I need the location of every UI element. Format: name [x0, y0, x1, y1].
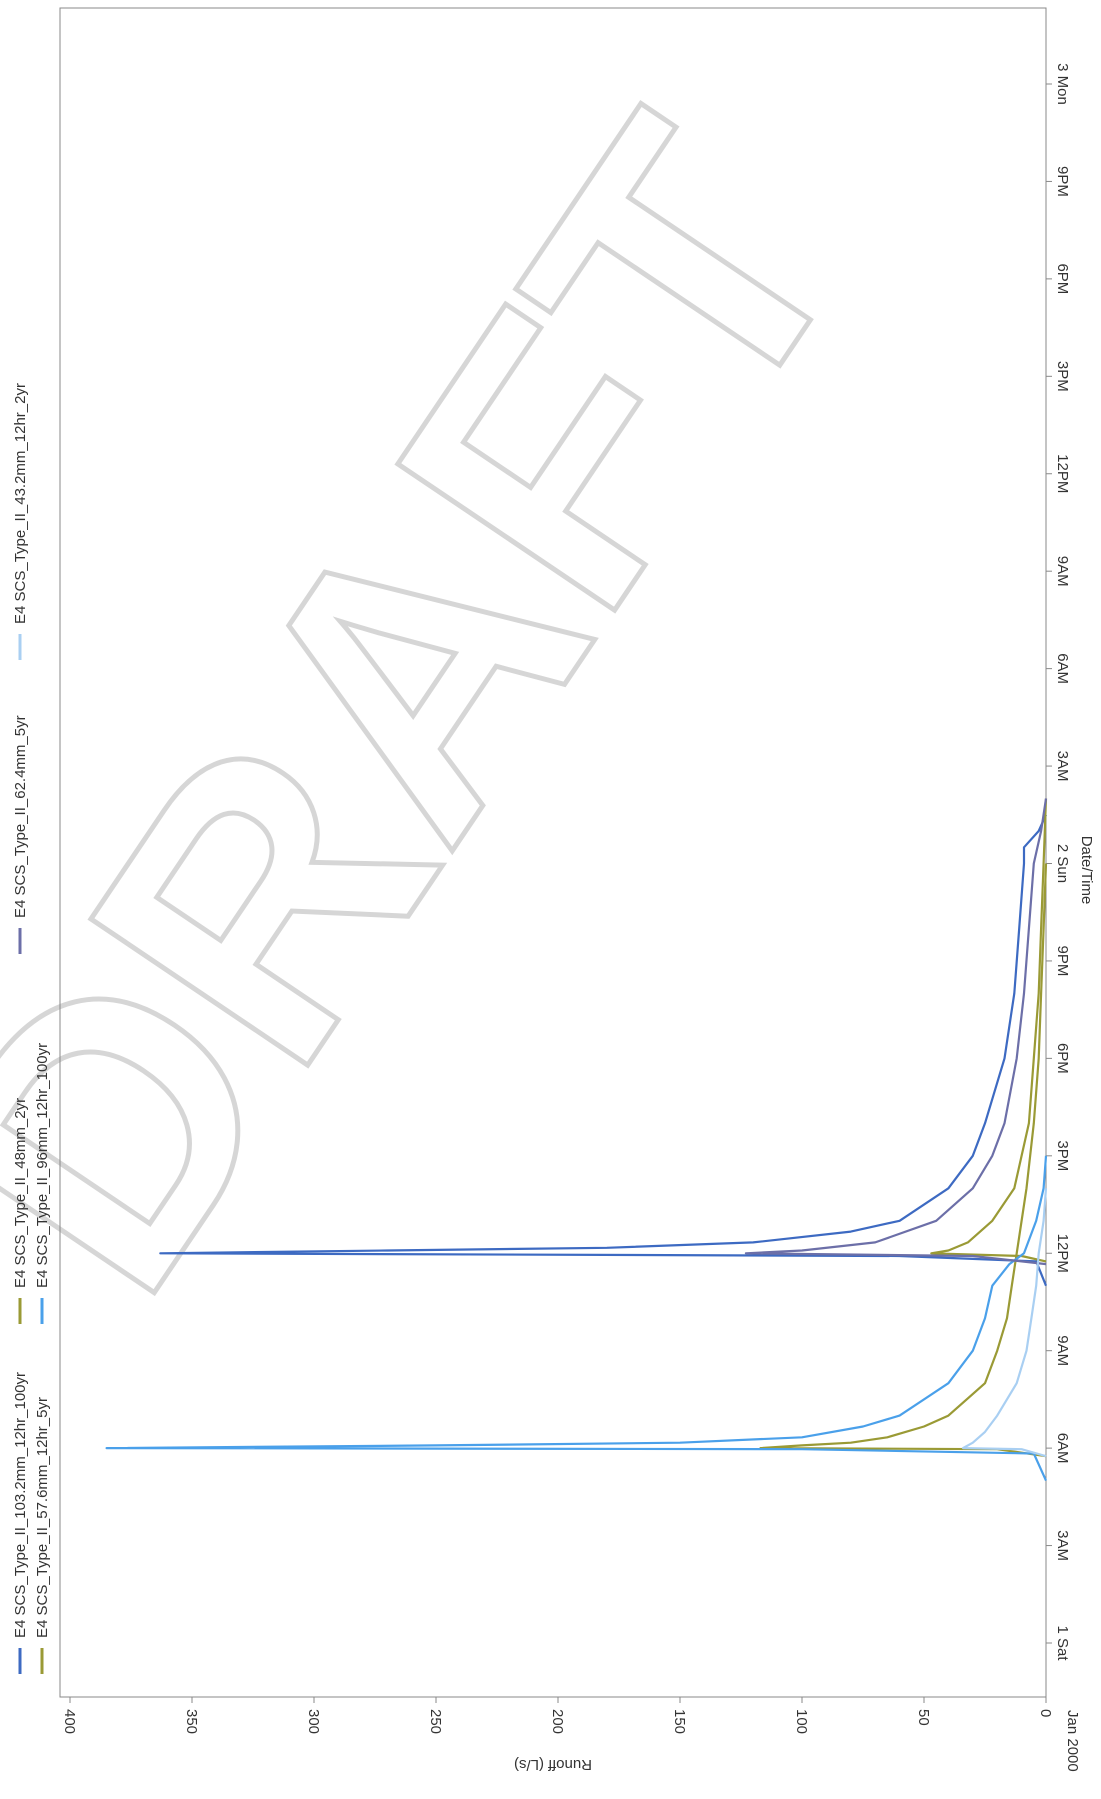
time-tick-label-group: 9AM: [1054, 1335, 1071, 1366]
runoff-tick-label: 250: [427, 1709, 444, 1734]
runoff-tick-label-group: 300: [305, 1709, 322, 1734]
time-tick-label-group: 12PM: [1054, 454, 1071, 493]
time-tick-label: 12PM: [1054, 454, 1071, 493]
time-tick-label-group: 3PM: [1054, 1140, 1071, 1171]
runoff-tick-label: 50: [915, 1709, 932, 1726]
legend-item: E4 SCS_Type_II_96mm_12hr_100yr: [34, 1043, 51, 1324]
time-tick-label-group: 1 Sat: [1054, 1625, 1071, 1661]
runoff-tick-label-group: 0: [1037, 1709, 1054, 1717]
x-axis-title: Date/Time: [1078, 836, 1095, 905]
time-tick-label: 12PM: [1054, 1234, 1071, 1273]
runoff-tick-label: 0: [1037, 1709, 1054, 1717]
time-tick-label-group: 12PM: [1054, 1234, 1071, 1273]
time-tick-label: 6PM: [1054, 263, 1071, 294]
time-tick-label: 3AM: [1054, 1530, 1071, 1561]
legend-label: E4 SCS_Type_II_43.2mm_12hr_2yr: [12, 383, 29, 624]
time-tick-label: 3PM: [1054, 361, 1071, 392]
time-tick-label-group: 6AM: [1054, 653, 1071, 684]
time-tick-label: 9PM: [1054, 166, 1071, 197]
legend-label: E4 SCS_Type_II_48mm_2yr: [12, 1098, 29, 1288]
legend-item: E4 SCS_Type_II_57.6mm_12hr_5yr: [34, 1397, 51, 1674]
time-tick-label-group: 3 Mon: [1054, 63, 1071, 105]
date-corner-label: Jan 2000: [1064, 1710, 1081, 1772]
time-tick-label-group: 6PM: [1054, 1043, 1071, 1074]
runoff-tick-label-group: 200: [549, 1709, 566, 1734]
time-tick-label: 6PM: [1054, 1043, 1071, 1074]
legend-label: E4 SCS_Type_II_103.2mm_12hr_100yr: [12, 1372, 29, 1638]
legend-label: E4 SCS_Type_II_57.6mm_12hr_5yr: [34, 1397, 51, 1638]
time-tick-label-group: 9PM: [1054, 946, 1071, 977]
legend-item: E4 SCS_Type_II_43.2mm_12hr_2yr: [12, 383, 29, 660]
runoff-tick-label-group: 400: [61, 1709, 78, 1734]
time-tick-label: 6AM: [1054, 653, 1071, 684]
runoff-tick-label: 350: [183, 1709, 200, 1734]
runoff-tick-label: 100: [793, 1709, 810, 1734]
runoff-tick-label: 400: [61, 1709, 78, 1734]
time-tick-label: 9AM: [1054, 1335, 1071, 1366]
time-tick-label: 3PM: [1054, 1140, 1071, 1171]
runoff-tick-label: 150: [671, 1709, 688, 1734]
time-tick-label-group: 3AM: [1054, 751, 1071, 782]
runoff-tick-label-group: 150: [671, 1709, 688, 1734]
runoff-tick-label-group: 100: [793, 1709, 810, 1734]
runoff-tick-label-group: 350: [183, 1709, 200, 1734]
legend-label: E4 SCS_Type_II_96mm_12hr_100yr: [34, 1043, 51, 1288]
time-tick-label-group: 6PM: [1054, 263, 1071, 294]
time-tick-label-group: 6AM: [1054, 1433, 1071, 1464]
time-tick-label-group: 9PM: [1054, 166, 1071, 197]
time-tick-label: 3 Mon: [1054, 63, 1071, 105]
runoff-tick-label: 300: [305, 1709, 322, 1734]
y-axis-title: Runoff (L/s): [514, 1756, 592, 1773]
time-tick-label-group: 3PM: [1054, 361, 1071, 392]
runoff-tick-label-group: 50: [915, 1709, 932, 1726]
time-tick-label: 3AM: [1054, 751, 1071, 782]
time-tick-label: 6AM: [1054, 1433, 1071, 1464]
time-tick-label: 9AM: [1054, 556, 1071, 587]
time-tick-label-group: 2 Sun: [1054, 844, 1071, 883]
time-tick-label: 1 Sat: [1054, 1625, 1071, 1661]
time-tick-label: 2 Sun: [1054, 844, 1071, 883]
time-tick-label: 9PM: [1054, 946, 1071, 977]
time-tick-label-group: 3AM: [1054, 1530, 1071, 1561]
legend-label: E4 SCS_Type_II_62.4mm_5yr: [12, 715, 29, 918]
legend-item: E4 SCS_Type_II_103.2mm_12hr_100yr: [12, 1372, 29, 1674]
runoff-tick-label-group: 250: [427, 1709, 444, 1734]
legend-item: E4 SCS_Type_II_62.4mm_5yr: [12, 715, 29, 954]
time-tick-label-group: 9AM: [1054, 556, 1071, 587]
runoff-tick-label: 200: [549, 1709, 566, 1734]
